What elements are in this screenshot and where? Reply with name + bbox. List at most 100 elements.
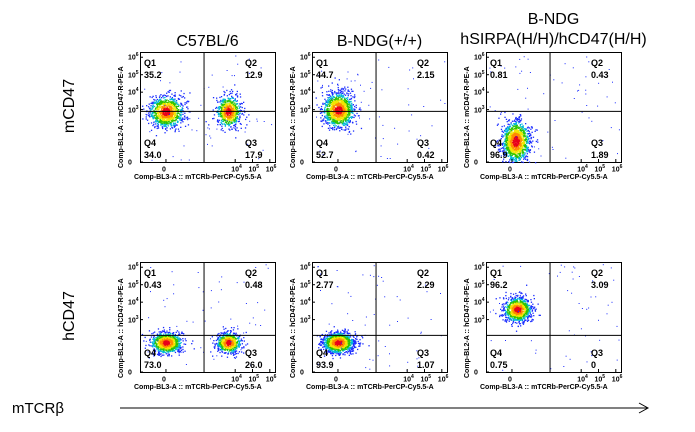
event-dot xyxy=(509,139,510,140)
event-dot xyxy=(340,92,341,93)
event-dot xyxy=(217,101,218,102)
event-dot xyxy=(341,95,342,96)
event-dot xyxy=(159,100,160,101)
event-dot xyxy=(227,112,228,113)
event-dot xyxy=(515,130,516,131)
event-dot xyxy=(232,123,233,124)
event-dot xyxy=(316,104,317,105)
quadrant-name: Q1 xyxy=(316,58,328,68)
event-dot xyxy=(146,105,147,106)
event-dot xyxy=(334,127,335,128)
event-dot xyxy=(520,114,521,115)
event-dot xyxy=(242,103,243,104)
event-dot xyxy=(179,347,180,348)
event-dot xyxy=(516,117,517,118)
event-dot xyxy=(345,88,346,89)
event-dot xyxy=(169,329,170,330)
event-dot xyxy=(233,103,234,104)
column-title: B-NDG(+/+) xyxy=(280,32,480,51)
event-dot xyxy=(508,128,509,129)
event-dot xyxy=(154,101,155,102)
event-dot xyxy=(227,120,228,121)
event-dot xyxy=(368,105,369,106)
event-dot xyxy=(234,109,235,110)
event-dot xyxy=(336,98,337,99)
event-dot xyxy=(334,126,335,127)
event-dot xyxy=(232,112,233,113)
event-dot xyxy=(178,349,179,350)
event-dot xyxy=(345,123,346,124)
y-tick-label: 104 xyxy=(474,87,485,96)
event-dot xyxy=(515,157,516,158)
event-dot xyxy=(520,124,521,125)
event-dot xyxy=(179,95,180,96)
event-dot xyxy=(149,131,150,132)
event-dot xyxy=(157,336,158,337)
event-dot xyxy=(327,109,328,110)
event-dot xyxy=(342,122,343,123)
event-dot xyxy=(321,106,322,107)
event-dot xyxy=(512,121,513,122)
event-dot xyxy=(553,149,554,150)
event-dot xyxy=(165,341,166,342)
event-dot xyxy=(525,136,526,137)
event-dot xyxy=(347,103,348,104)
event-dot xyxy=(555,120,556,121)
event-dot xyxy=(154,340,155,341)
event-dot xyxy=(531,137,532,138)
event-dot xyxy=(520,130,521,131)
event-dot xyxy=(176,347,177,348)
event-dot xyxy=(519,136,520,137)
event-dot xyxy=(159,107,160,108)
event-dot xyxy=(162,117,163,118)
event-dot xyxy=(153,124,154,125)
event-dot xyxy=(149,104,150,105)
event-dot xyxy=(240,96,241,97)
event-dot xyxy=(509,150,510,151)
event-dot xyxy=(528,109,529,110)
event-dot xyxy=(330,89,331,90)
event-dot xyxy=(356,151,357,152)
tick-base: 10 xyxy=(300,55,308,62)
event-dot xyxy=(382,125,383,126)
event-dot xyxy=(174,338,175,339)
event-dot xyxy=(515,151,516,152)
event-dot xyxy=(177,351,178,352)
event-dot xyxy=(183,352,184,353)
event-dot xyxy=(159,97,160,98)
event-dot xyxy=(527,159,528,160)
event-dot xyxy=(239,113,240,114)
event-dot xyxy=(232,98,233,99)
event-dot xyxy=(158,113,159,114)
x-tick-label: 0 xyxy=(508,164,512,173)
event-dot xyxy=(523,140,524,141)
event-dot xyxy=(326,91,327,92)
event-dot xyxy=(175,119,176,120)
event-dot xyxy=(508,156,509,157)
event-dot xyxy=(172,105,173,106)
event-dot xyxy=(619,129,620,130)
event-dot xyxy=(166,332,167,333)
event-dot xyxy=(160,342,161,343)
event-dot xyxy=(216,107,217,108)
event-dot xyxy=(522,130,523,131)
event-dot xyxy=(155,115,156,116)
event-dot xyxy=(328,97,329,98)
event-dot xyxy=(158,346,159,347)
event-dot xyxy=(525,140,526,141)
event-dot xyxy=(526,131,527,132)
event-dot xyxy=(177,336,178,337)
event-dot xyxy=(189,118,190,119)
tick-exponent: 5 xyxy=(136,70,139,76)
event-dot xyxy=(609,69,610,70)
event-dot xyxy=(506,131,507,132)
event-dot xyxy=(159,349,160,350)
event-dot xyxy=(162,102,163,103)
event-dot xyxy=(175,352,176,353)
event-dot xyxy=(337,108,338,109)
event-dot xyxy=(156,135,157,136)
event-dot xyxy=(181,97,182,98)
event-dot xyxy=(145,337,146,338)
event-dot xyxy=(515,141,516,142)
event-dot xyxy=(327,106,328,107)
